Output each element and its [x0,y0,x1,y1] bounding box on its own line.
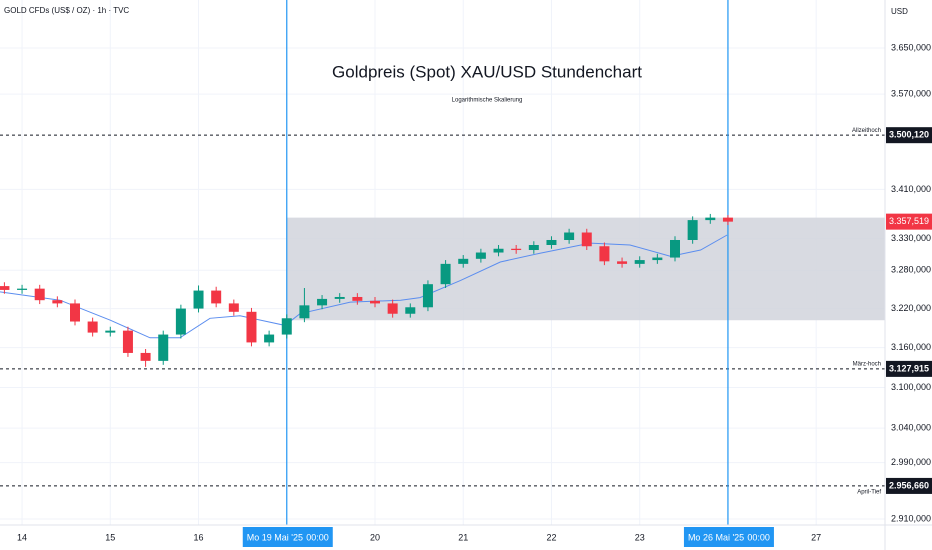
marker-time: 00:00 [306,532,329,542]
plot-area [0,0,885,525]
candle-body [458,258,469,264]
candle-body [387,303,398,314]
symbol: GOLD CFDs (US$ / OZ) · 1h · TVC [4,6,129,15]
y-tick-label: 3.410,000 [891,184,931,194]
level-name: April-Tief [857,490,881,496]
candle-body [687,220,698,240]
candle-body [475,252,486,259]
candle-body [422,284,433,308]
candle-body [493,248,504,253]
y-tick-label: 3.650,000 [891,42,931,52]
chart-subtitle: Logarithmische Skalierung [452,98,523,104]
x-tick-label: 15 [105,532,115,542]
candle-body [652,257,663,261]
y-tick-label: 2.990,000 [891,457,931,467]
level-tag [886,477,932,494]
candle-body [317,298,328,306]
candle-body [440,263,451,285]
candle-body [705,217,716,221]
candle-body [546,239,557,245]
candle-body [370,300,380,304]
last-price-label: 3.357,519 [889,216,929,226]
candle-body [17,288,28,290]
candle-body [228,303,239,312]
level-name: Allzeithoch [852,128,881,134]
last-price-tag [886,213,932,230]
marker-time: 00:00 [747,532,770,542]
y-tick-label: 3.100,000 [891,382,931,392]
candle-body [599,246,610,262]
level-tag-label: 2.956,660 [889,480,929,490]
x-tick-label: 14 [17,532,27,542]
candle-body [511,248,522,251]
level-tag [886,360,932,377]
candle-body [122,330,133,353]
candle-body [246,311,257,343]
candle-body [70,303,80,322]
marker-date: Mo 19 Mai '25 [247,532,303,542]
candle-body [405,307,416,314]
y-tick-label: 3.570,000 [891,88,931,98]
candle-body [175,308,186,335]
candle-body [722,217,733,222]
candle-body [211,290,222,304]
y-tick-label: 3.040,000 [891,423,931,433]
y-tick-label: 3.330,000 [891,233,931,243]
candle-body [528,244,539,251]
candle-body [581,232,592,247]
level-tag-label: 3.127,915 [889,363,929,373]
x-tick-label: 20 [370,532,380,542]
candle-body [564,232,575,240]
x-tick-label: 22 [546,532,556,542]
candle-body [264,334,275,343]
candle-body [158,334,169,361]
candle-body [281,318,292,335]
marker-date: Mo 26 Mai '25 [688,532,744,542]
y-tick-label: 3.280,000 [891,265,931,275]
candle-body [670,239,680,258]
candle-body [299,305,310,319]
candle-body [617,261,628,264]
y-tick-label: 2.910,000 [891,513,931,523]
x-tick-label: 27 [811,532,821,542]
candle-body [140,352,151,361]
candle-body [87,321,98,333]
candle-body [52,300,63,304]
candle-body [634,260,645,264]
marker-tag [242,527,333,547]
candle-body [352,296,363,301]
marker-tag [683,527,774,547]
x-tick-label: 21 [458,532,468,542]
candle-body [105,330,116,333]
chart-title: Goldpreis (Spot) XAU/USD Stundenchart [332,62,642,81]
x-tick-label: 23 [635,532,645,542]
currency: USD [891,7,908,16]
y-tick-label: 3.220,000 [891,303,931,313]
y-tick-label: 3.160,000 [891,342,931,352]
level-tag [886,127,932,144]
x-tick-label: 16 [194,532,204,542]
level-tag-label: 3.500,120 [889,130,929,140]
candle-body [34,288,45,301]
candle-body [334,296,345,299]
candle-body [0,286,10,290]
candle-body [193,290,204,309]
level-name: März-hoch [853,361,881,367]
